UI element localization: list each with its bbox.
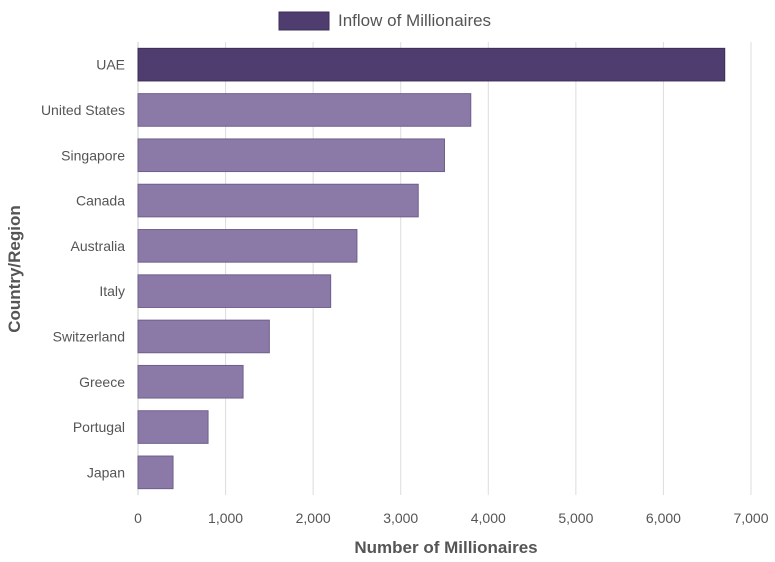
bar-australia[interactable] (137, 229, 358, 263)
x-tick-label: 4,000 (471, 510, 506, 526)
y-axis-title: Country/Region (5, 205, 24, 333)
x-tick-label: 0 (134, 510, 142, 526)
bar-japan[interactable] (137, 455, 174, 490)
y-tick-label: Canada (76, 193, 125, 209)
y-tick-label: UAE (96, 57, 125, 73)
x-tick-labels: 0 1,000 2,000 3,000 4,000 5,000 6,000 7,000 (134, 510, 769, 526)
y-tick-label: Singapore (61, 147, 125, 163)
x-tick-label: 7,000 (733, 510, 768, 526)
bar-uae[interactable] (137, 47, 726, 82)
y-tick-label: Switzerland (53, 328, 125, 344)
bar-switzerland[interactable] (137, 319, 270, 354)
x-tick-label: 6,000 (646, 510, 681, 526)
y-tick-label: Portugal (73, 419, 125, 435)
x-axis-title: Number of Millionaires (354, 538, 537, 557)
y-tick-label: Australia (71, 238, 126, 254)
legend-label: Inflow of Millionaires (338, 11, 491, 30)
category-labels: UAE United States Singapore Canada Australia… (41, 57, 125, 481)
x-tick-label: 5,000 (558, 510, 593, 526)
x-tick-label: 1,000 (208, 510, 243, 526)
legend-swatch[interactable] (278, 11, 330, 31)
y-tick-label: Italy (99, 283, 125, 299)
bar-singapore[interactable] (137, 138, 445, 173)
y-tick-label: Greece (79, 374, 125, 390)
bars (137, 47, 726, 490)
bar-united-states[interactable] (137, 93, 472, 127)
bar-greece[interactable] (137, 364, 244, 399)
bar-italy[interactable] (137, 274, 332, 308)
y-tick-label: United States (41, 102, 125, 118)
bar-canada[interactable] (137, 183, 419, 218)
legend[interactable]: Inflow of Millionaires (278, 11, 491, 31)
bar-portugal[interactable] (137, 410, 209, 444)
x-tick-label: 2,000 (296, 510, 331, 526)
y-tick-label: Japan (87, 464, 125, 480)
x-tick-label: 3,000 (383, 510, 418, 526)
